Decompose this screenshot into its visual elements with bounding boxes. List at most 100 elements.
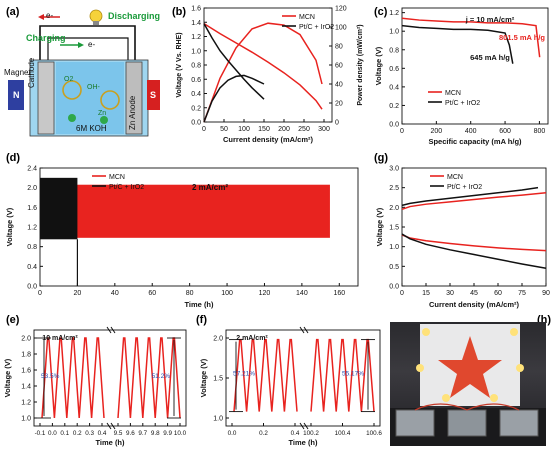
y2-tick-label: 120: [335, 6, 347, 13]
magnet-n-pole: [8, 80, 24, 110]
y-tick-label: 0.0: [389, 284, 399, 291]
efficiency-label: 55.17%: [342, 371, 364, 378]
panel-label-g: (g): [374, 152, 389, 164]
panel-g: (g) 0 15 30 45 60 75 90 0.0 0.5 1.0 1.5 2.0 2.5 3.0 MC…: [374, 150, 554, 312]
legend-entry: MCN: [109, 174, 125, 181]
magnet-label: Magnet: [4, 68, 31, 77]
plot-frame: [401, 7, 549, 125]
x-tick-label: 100: [221, 290, 233, 297]
x-tick-label: 75: [518, 290, 526, 297]
y-tick-label: 0.6: [389, 66, 399, 73]
x-tick-label: 0.1: [60, 430, 69, 437]
y-tick-label: 0.4: [389, 84, 399, 91]
y-tick-label: 2.4: [27, 166, 37, 173]
anode-label: Zn Anode: [128, 95, 137, 130]
x-tick-label: 100: [238, 126, 250, 133]
y-tick-label: 0.0: [191, 120, 201, 127]
y2-tick-label: 60: [335, 63, 343, 70]
x-tick-label: 140: [296, 290, 308, 297]
y-axis-label: Voltage (V): [199, 358, 208, 397]
x-tick-label: 200: [278, 126, 290, 133]
legend-entry: Pt/C + IrO2: [447, 184, 482, 191]
led-light-icon: [516, 364, 524, 372]
axis-break-mark: [110, 422, 116, 430]
led-light-icon: [490, 394, 498, 402]
y-tick-label: 1.6: [191, 6, 201, 13]
panel-f: (f) 1.0 1.5 2.0 0.0 0.2 0.4 100.2 100.4 100.6 57.…: [196, 312, 386, 455]
x-axis-label: Time (h): [95, 438, 125, 447]
x-tick-label: 0.2: [259, 430, 268, 437]
legend-entry: Pt/C + IrO2: [445, 100, 480, 107]
x-tick-label: 9.9: [163, 430, 172, 437]
s-pole-label: S: [150, 90, 157, 100]
x-tick-label: 0.4: [98, 430, 107, 437]
anode-electrode: [125, 61, 143, 135]
x-tick-label: 60: [494, 290, 502, 297]
y-tick-label: 1.2: [21, 400, 31, 407]
mcn-cycling-band: [40, 184, 330, 238]
chart-c: 0 200 400 600 800 0.0 0.2 0.4 0.6 0.8 1.0 1.2 MCN Pt/…: [374, 7, 549, 146]
x-axis-label: Time (h): [184, 300, 214, 309]
series-line-pt-left: [203, 23, 265, 100]
panel-d: (d) 0 20 40 60 80 100 120 140 160 0.0 0.4 0.8 1.2 1.6…: [0, 150, 374, 312]
x-tick-label: 0: [38, 290, 42, 297]
x-tick-label: 160: [333, 290, 345, 297]
series-line-pt-right: [203, 74, 265, 123]
x-tick-label: 100.6: [366, 430, 382, 437]
current-annotation: j = 10 mA/cm²: [465, 15, 515, 24]
x-tick-label: 100.4: [335, 430, 351, 437]
x-tick-label: 20: [74, 290, 82, 297]
axis-break-mark: [299, 422, 305, 430]
x-tick-label: 400: [465, 128, 477, 135]
y-tick-label: 1.0: [191, 48, 201, 55]
panel-label-d: (d): [6, 152, 21, 164]
x-tick-label: 60: [148, 290, 156, 297]
x-tick-label: 10.0: [174, 430, 187, 437]
x-tick-label: 50: [220, 126, 228, 133]
x-tick-label: 0.0: [228, 430, 237, 437]
x-tick-label: 9.5: [114, 430, 123, 437]
axis-break-mark: [303, 326, 309, 334]
y-tick-label: 0.2: [191, 105, 201, 112]
mcn-capacity-label: 801.5 mA h/g: [499, 33, 545, 42]
y-tick-label: 0.8: [389, 47, 399, 54]
oh-ion-icon: [68, 114, 76, 122]
cycling-curve-right: [117, 337, 181, 419]
legend-entry: MCN: [445, 90, 461, 97]
x-axis-label: Specific capacity (mA h/g): [428, 137, 522, 146]
x-tick-label: 9.6: [126, 430, 135, 437]
current-annotation: 2 mA/cm²: [236, 335, 268, 342]
y-tick-label: 1.6: [21, 368, 31, 375]
legend-entry: Pt/C + IrO2: [299, 24, 334, 31]
x-tick-label: 0.3: [85, 430, 94, 437]
efficiency-label: 53.5%: [41, 373, 60, 380]
x-tick-label: 250: [298, 126, 310, 133]
x-tick-label: 0.2: [73, 430, 82, 437]
series-line-pt-discharge: [401, 233, 547, 270]
discharging-label: Discharging: [108, 11, 161, 21]
y-tick-label: 1.0: [21, 416, 31, 423]
magnet-s-pole: [147, 80, 160, 110]
x-tick-label: 9.7: [138, 430, 147, 437]
y-tick-label: 0.2: [389, 103, 399, 110]
current-annotation: 10 mA/cm²: [42, 335, 78, 342]
flow-circle-left: [62, 80, 82, 100]
y-tick-label: 1.2: [389, 10, 399, 17]
y-tick-label: 1.0: [389, 29, 399, 36]
x-axis-label: Current density (mA/cm²): [223, 135, 314, 144]
led-light-icon: [422, 328, 430, 336]
y-tick-label: 1.0: [389, 244, 399, 251]
y-tick-label: 0.0: [27, 284, 37, 291]
panel-label-b: (b): [172, 6, 187, 18]
inner-wire: [47, 37, 129, 60]
y-tick-label: 0.8: [191, 63, 201, 70]
chart-e: 1.0 1.2 1.4 1.6 1.8 2.0 -0.1 0.0 0.1 0.2 0.3 0.4 9.5…: [3, 326, 187, 447]
panel-label-f: (f): [196, 314, 207, 326]
series-line-mcn-discharge: [401, 234, 547, 252]
cycling-curve-right: [310, 338, 375, 412]
y-axis-label: Voltage (V): [5, 207, 14, 246]
x-tick-label: 800: [534, 128, 546, 135]
x-axis-label: Time (h): [288, 438, 318, 447]
led-light-icon: [442, 394, 450, 402]
axis-break-mark: [303, 422, 309, 430]
